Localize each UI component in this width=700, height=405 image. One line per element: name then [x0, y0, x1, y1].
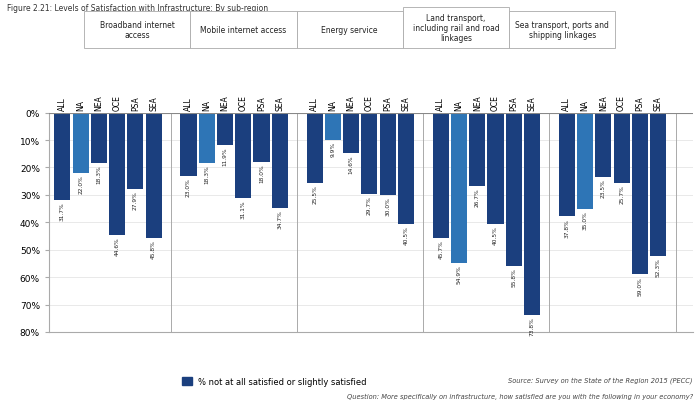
Text: 27.9%: 27.9% [133, 191, 138, 210]
Bar [524, 113, 540, 315]
Bar [379, 113, 396, 196]
Bar [253, 113, 270, 163]
Bar [146, 113, 162, 239]
Text: 14.6%: 14.6% [349, 155, 354, 173]
Text: 31.7%: 31.7% [60, 201, 65, 220]
Legend: % not at all satisfied or slightly satisfied: % not at all satisfied or slightly satis… [178, 373, 370, 389]
Text: Land transport,
including rail and road
linkages: Land transport, including rail and road … [412, 13, 499, 43]
Text: 31.1%: 31.1% [241, 200, 246, 218]
Bar [91, 113, 107, 164]
Text: Source: Survey on the State of the Region 2015 (PECC): Source: Survey on the State of the Regio… [508, 376, 693, 383]
Bar [55, 113, 71, 200]
Bar [577, 113, 593, 209]
Text: Sea transport, ports and
shipping linkages: Sea transport, ports and shipping linkag… [515, 21, 609, 40]
Text: Broadband internet
access: Broadband internet access [100, 21, 175, 40]
Bar [505, 113, 522, 266]
Text: Figure 2.21: Levels of Satisfaction with Infrastructure: By sub-region: Figure 2.21: Levels of Satisfaction with… [7, 4, 268, 13]
Text: 34.7%: 34.7% [277, 210, 282, 228]
Bar [487, 113, 503, 224]
Text: 11.9%: 11.9% [223, 147, 228, 166]
Bar [451, 113, 467, 264]
Bar [469, 113, 485, 186]
Bar [73, 113, 89, 173]
Text: 55.8%: 55.8% [511, 267, 517, 286]
Text: 40.5%: 40.5% [403, 226, 408, 244]
Bar [614, 113, 630, 183]
Text: 22.0%: 22.0% [78, 175, 83, 194]
Text: Question: More specifically on infrastructure, how satisfied are you with the fo: Question: More specifically on infrastru… [347, 393, 693, 399]
Bar [433, 113, 449, 238]
Bar [235, 113, 251, 198]
Text: 54.9%: 54.9% [456, 265, 461, 284]
Bar [361, 113, 377, 194]
Text: 52.3%: 52.3% [656, 258, 661, 277]
Text: 29.7%: 29.7% [367, 196, 372, 215]
Text: 18.0%: 18.0% [259, 164, 264, 183]
Bar [109, 113, 125, 235]
Bar [559, 113, 575, 217]
Text: 44.6%: 44.6% [115, 237, 120, 256]
Text: 45.7%: 45.7% [438, 240, 443, 258]
Text: 25.7%: 25.7% [619, 185, 624, 204]
Text: 23.5%: 23.5% [601, 179, 606, 198]
Text: 35.0%: 35.0% [582, 211, 587, 229]
Text: 45.8%: 45.8% [151, 240, 156, 259]
Text: Mobile internet access: Mobile internet access [200, 26, 286, 35]
Text: 18.3%: 18.3% [204, 165, 209, 183]
Text: 9.9%: 9.9% [330, 142, 335, 157]
Bar [127, 113, 144, 190]
Text: 37.8%: 37.8% [564, 218, 569, 237]
Bar [272, 113, 288, 208]
Bar [650, 113, 666, 256]
Bar [632, 113, 648, 275]
Bar [325, 113, 341, 141]
Bar [595, 113, 611, 178]
Text: 18.3%: 18.3% [97, 165, 102, 183]
Bar [343, 113, 359, 153]
Bar [307, 113, 323, 183]
Text: 26.7%: 26.7% [475, 188, 480, 207]
Bar [398, 113, 414, 224]
Bar [181, 113, 197, 176]
Text: 23.0%: 23.0% [186, 178, 191, 196]
Text: Energy service: Energy service [321, 26, 378, 35]
Text: 73.8%: 73.8% [529, 317, 535, 335]
Text: 25.5%: 25.5% [312, 185, 317, 203]
Text: 30.0%: 30.0% [385, 197, 390, 215]
Bar [199, 113, 215, 164]
Text: 40.5%: 40.5% [493, 226, 498, 244]
Text: 59.0%: 59.0% [638, 276, 643, 295]
Bar [217, 113, 233, 146]
